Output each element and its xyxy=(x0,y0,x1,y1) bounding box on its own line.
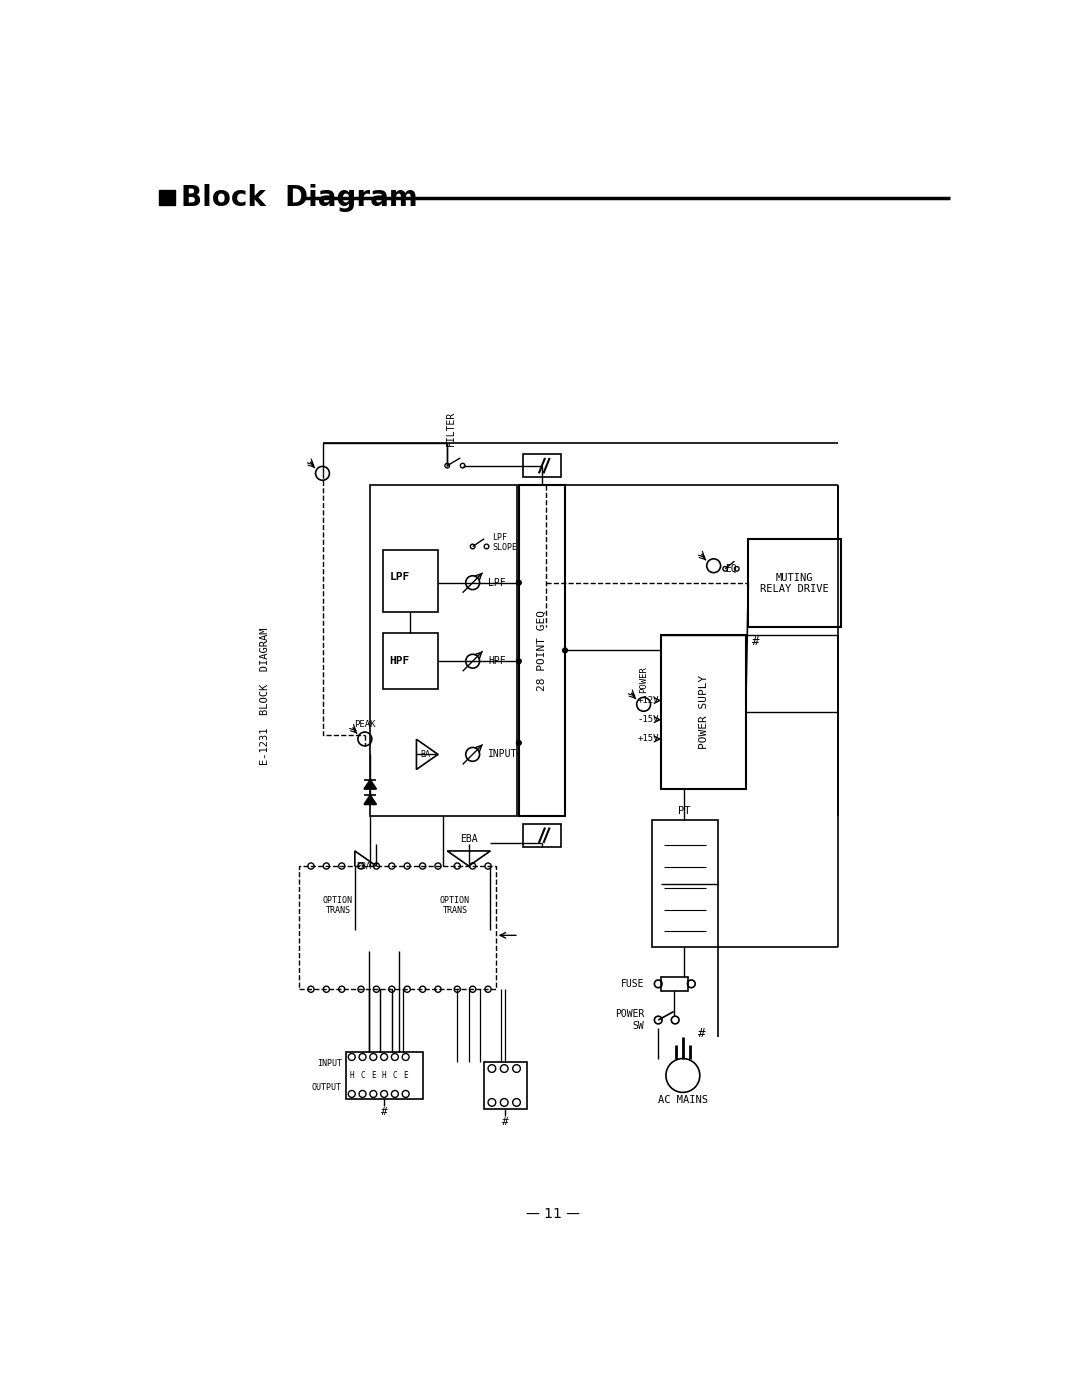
Bar xyxy=(518,485,565,816)
Text: E: E xyxy=(403,1071,408,1080)
Bar xyxy=(652,820,717,947)
Text: H: H xyxy=(382,1071,387,1080)
Bar xyxy=(299,866,496,989)
Text: OPTION
TRANS: OPTION TRANS xyxy=(440,895,470,915)
Bar xyxy=(661,636,746,789)
Text: -15V: -15V xyxy=(637,715,659,724)
Bar xyxy=(484,1062,527,1109)
Text: EQ: EQ xyxy=(725,564,737,574)
Text: 28 POINT GEQ: 28 POINT GEQ xyxy=(537,610,546,692)
Text: POWER SUPLY: POWER SUPLY xyxy=(699,675,708,749)
Bar xyxy=(159,190,175,205)
Text: PT: PT xyxy=(678,806,690,816)
Text: +15V: +15V xyxy=(637,735,659,743)
Bar xyxy=(748,539,840,627)
Bar xyxy=(523,824,562,847)
Bar xyxy=(420,880,489,930)
Bar xyxy=(346,1052,422,1098)
Text: OUTPUT: OUTPUT xyxy=(312,1083,341,1091)
Text: AC MAINS: AC MAINS xyxy=(658,1095,707,1105)
Text: EBA: EBA xyxy=(356,862,370,870)
Text: MUTING
RELAY DRIVE: MUTING RELAY DRIVE xyxy=(760,573,828,594)
Text: POWER
SW: POWER SW xyxy=(615,1009,645,1031)
Bar xyxy=(382,550,438,612)
Text: E-1231  BLOCK  DIAGRAM: E-1231 BLOCK DIAGRAM xyxy=(260,627,270,766)
Text: — 11 —: — 11 — xyxy=(527,1207,581,1221)
Text: +12V: +12V xyxy=(637,696,659,705)
Text: BA: BA xyxy=(420,750,430,759)
Text: LPF
SLOPE: LPF SLOPE xyxy=(491,532,517,552)
Polygon shape xyxy=(364,795,377,805)
Text: FUSE: FUSE xyxy=(621,979,645,989)
Polygon shape xyxy=(364,780,377,789)
Text: #: # xyxy=(699,1027,706,1039)
Bar xyxy=(523,454,562,478)
Text: C: C xyxy=(361,1071,365,1080)
Text: OPTION
TRANS: OPTION TRANS xyxy=(323,895,353,915)
Text: #: # xyxy=(752,636,759,648)
Text: POWER: POWER xyxy=(639,666,648,693)
Text: INPUT: INPUT xyxy=(316,1059,341,1069)
Text: E: E xyxy=(372,1071,376,1080)
Bar xyxy=(661,977,688,990)
Text: #: # xyxy=(381,1108,388,1118)
Text: HPF: HPF xyxy=(390,657,409,666)
Circle shape xyxy=(562,647,568,654)
Text: LPF: LPF xyxy=(488,578,505,588)
Text: FILTER: FILTER xyxy=(446,411,456,447)
Text: Block  Diagram: Block Diagram xyxy=(180,183,418,212)
Text: C: C xyxy=(392,1071,397,1080)
Bar xyxy=(370,485,516,816)
Text: EBA: EBA xyxy=(460,834,477,844)
Text: INPUT: INPUT xyxy=(488,749,517,760)
Circle shape xyxy=(516,740,522,746)
Text: #: # xyxy=(501,1118,509,1127)
Text: PEAK: PEAK xyxy=(354,719,376,729)
Bar xyxy=(307,880,368,930)
Bar xyxy=(382,633,438,689)
Text: H: H xyxy=(350,1071,354,1080)
Circle shape xyxy=(516,658,522,665)
Text: LPF: LPF xyxy=(390,573,409,583)
Circle shape xyxy=(516,580,522,585)
Text: HPF: HPF xyxy=(488,657,505,666)
